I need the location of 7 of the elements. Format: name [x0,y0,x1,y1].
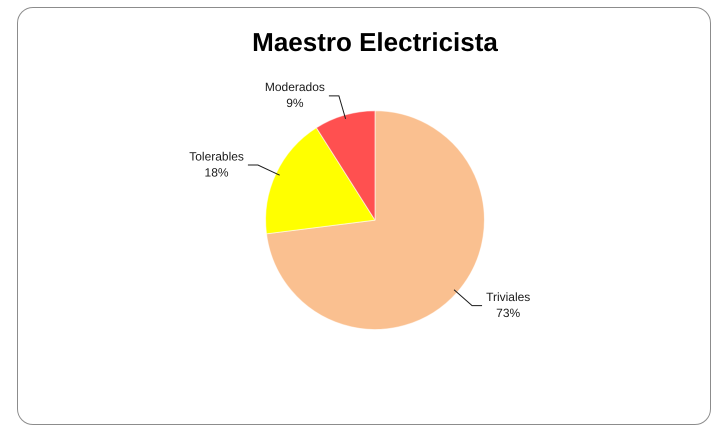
chart-title: Maestro Electricista [252,26,498,57]
data-label: 18% [204,165,229,180]
slice-label: Triviales [486,290,530,304]
data-label: 9% [286,96,304,110]
data-label: 73% [496,306,521,320]
slice-label: Tolerables [189,149,244,164]
slice-label: Moderados [264,80,325,94]
